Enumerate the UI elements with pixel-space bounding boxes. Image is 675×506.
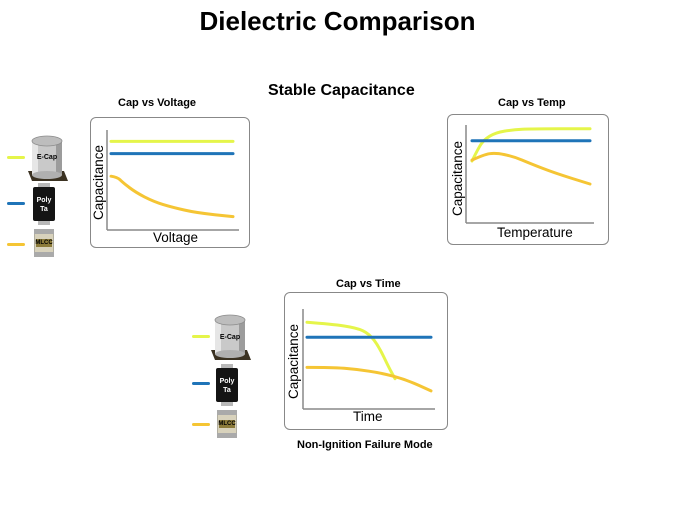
chart-cap-vs-voltage: Capacitance Voltage	[90, 117, 250, 248]
y-axis-label: Capacitance	[286, 323, 301, 399]
legend-line-poly	[192, 382, 210, 385]
legend-line-ecap	[7, 156, 25, 159]
slide-subtitle: Stable Capacitance	[268, 82, 415, 99]
mlcc-chip-icon	[217, 410, 237, 438]
ta-label: Ta	[223, 387, 231, 394]
legend-line-ecap	[192, 335, 210, 338]
x-axis-label: Temperature	[497, 225, 573, 240]
poly-label: Poly	[219, 378, 235, 385]
chart-cap-vs-time: Capacitance Time	[284, 292, 448, 430]
x-axis-label: Voltage	[153, 230, 199, 245]
y-axis-label: Capacitance	[91, 144, 106, 220]
series-line-mlcc	[470, 151, 592, 186]
mlcc-label: MLCC	[35, 240, 53, 246]
polymer-tantalum-capacitor-icon	[33, 183, 55, 225]
poly-ta-label: Poly Ta	[33, 196, 55, 214]
electrolytic-capacitor-icon	[28, 135, 68, 181]
chart-plot-temp	[465, 125, 594, 224]
chart-plot-voltage	[106, 130, 239, 231]
mlcc-label: MLCC	[218, 421, 236, 427]
legend-left: E-Cap Poly Ta MLCC	[0, 125, 80, 265]
footnote: Non-Ignition Failure Mode	[297, 439, 433, 451]
series-line-ecap	[305, 320, 397, 381]
mlcc-chip-icon	[34, 229, 54, 257]
slide-title: Dielectric Comparison	[199, 6, 476, 36]
series-line-mlcc	[109, 174, 235, 219]
ecap-label: E-Cap	[36, 154, 58, 161]
series-line-ecap	[470, 127, 592, 163]
poly-label: Poly	[36, 197, 52, 204]
x-axis-label: Time	[353, 409, 383, 424]
chart-plot-time	[302, 309, 435, 410]
legend-line-poly	[7, 202, 25, 205]
legend-center: E-Cap Poly Ta MLCC	[185, 310, 265, 440]
ecap-label: E-Cap	[219, 334, 241, 341]
series-line-mlcc	[305, 365, 433, 393]
legend-line-mlcc	[192, 423, 210, 426]
legend-line-mlcc	[7, 243, 25, 246]
chart-cap-vs-temp: Capacitance Temperature	[447, 114, 609, 245]
ta-label: Ta	[40, 206, 48, 213]
chart-title-voltage: Cap vs Voltage	[118, 97, 197, 109]
poly-ta-label: Poly Ta	[216, 377, 238, 395]
chart-title-temp: Cap vs Temp	[498, 97, 566, 109]
polymer-tantalum-capacitor-icon	[216, 364, 238, 406]
electrolytic-capacitor-icon	[211, 314, 251, 360]
chart-title-time: Cap vs Time	[336, 278, 401, 290]
y-axis-label: Capacitance	[450, 140, 465, 216]
